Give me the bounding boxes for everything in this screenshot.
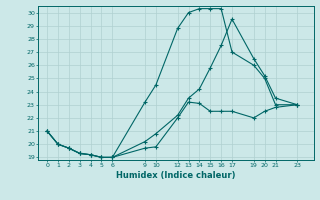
X-axis label: Humidex (Indice chaleur): Humidex (Indice chaleur) (116, 171, 236, 180)
